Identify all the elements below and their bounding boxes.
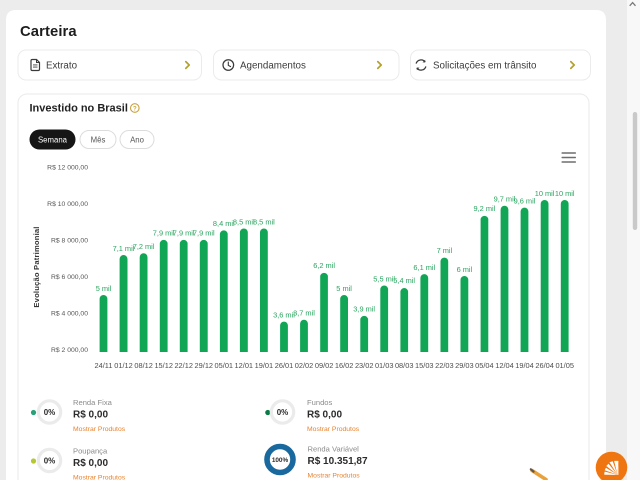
svg-text:Agendamentos: Agendamentos (240, 60, 306, 71)
svg-text:Fundos: Fundos (307, 398, 333, 407)
svg-text:7,2 mil: 7,2 mil (133, 242, 155, 251)
svg-text:0%: 0% (44, 457, 56, 466)
svg-text:R$ 2 000,00: R$ 2 000,00 (51, 347, 88, 354)
svg-text:R$ 0,00: R$ 0,00 (73, 458, 108, 469)
svg-text:Poupança: Poupança (73, 447, 108, 456)
svg-text:R$ 8 000,00: R$ 8 000,00 (51, 238, 88, 245)
svg-text:10 mil: 10 mil (535, 189, 555, 198)
svg-text:23/02: 23/02 (355, 361, 374, 370)
svg-text:?: ? (133, 107, 137, 113)
svg-text:09/02: 09/02 (315, 361, 334, 370)
svg-text:26/04: 26/04 (535, 361, 554, 370)
svg-text:Mostrar Produtos: Mostrar Produtos (308, 473, 361, 480)
svg-text:Investido no Brasil: Investido no Brasil (30, 103, 128, 115)
svg-text:22/12: 22/12 (174, 361, 193, 370)
svg-text:15/03: 15/03 (415, 361, 434, 370)
svg-text:Extrato: Extrato (46, 60, 78, 71)
svg-text:19/04: 19/04 (515, 361, 534, 370)
svg-text:Evolução Patrimonial: Evolução Patrimonial (32, 226, 41, 307)
svg-text:01/03: 01/03 (375, 361, 394, 370)
svg-text:100%: 100% (272, 457, 289, 464)
svg-text:Ano: Ano (130, 135, 145, 144)
svg-text:Mês: Mês (91, 135, 106, 144)
svg-text:10 mil: 10 mil (555, 189, 575, 198)
svg-text:16/02: 16/02 (335, 361, 354, 370)
svg-text:02/02: 02/02 (295, 361, 314, 370)
svg-text:01/05: 01/05 (555, 361, 574, 370)
svg-text:29/12: 29/12 (195, 361, 214, 370)
svg-text:19/01: 19/01 (255, 361, 274, 370)
svg-text:Mostrar Produtos: Mostrar Produtos (73, 475, 126, 480)
svg-text:22/03: 22/03 (435, 361, 454, 370)
svg-text:12/01: 12/01 (235, 361, 254, 370)
svg-text:29/03: 29/03 (455, 361, 474, 370)
svg-text:R$ 4 000,00: R$ 4 000,00 (51, 311, 88, 318)
svg-text:0%: 0% (277, 408, 289, 417)
svg-text:6 mil: 6 mil (457, 265, 473, 274)
svg-text:Mostrar Produtos: Mostrar Produtos (73, 426, 126, 433)
svg-text:12/04: 12/04 (495, 361, 514, 370)
svg-text:8,4 mil: 8,4 mil (213, 219, 235, 228)
svg-text:9,2 mil: 9,2 mil (474, 204, 496, 213)
svg-text:R$ 6 000,00: R$ 6 000,00 (51, 274, 88, 281)
svg-text:8,5 mil: 8,5 mil (253, 217, 275, 226)
svg-text:3,9 mil: 3,9 mil (353, 305, 375, 314)
svg-text:5 mil: 5 mil (336, 284, 352, 293)
svg-text:R$ 10 000,00: R$ 10 000,00 (47, 201, 88, 208)
svg-text:26/01: 26/01 (275, 361, 294, 370)
svg-text:7,9 mil: 7,9 mil (193, 229, 215, 238)
svg-text:3,6 mil: 3,6 mil (273, 310, 295, 319)
svg-text:Renda Fixa: Renda Fixa (73, 398, 113, 407)
svg-text:7 mil: 7 mil (437, 246, 453, 255)
svg-text:9,7 mil: 9,7 mil (494, 195, 516, 204)
svg-text:7,9 mil: 7,9 mil (173, 229, 195, 238)
svg-text:6,1 mil: 6,1 mil (413, 263, 435, 272)
svg-text:01/12: 01/12 (114, 361, 133, 370)
svg-text:8,5 mil: 8,5 mil (233, 217, 255, 226)
svg-text:5,5 mil: 5,5 mil (373, 274, 395, 283)
svg-text:Semana: Semana (38, 136, 68, 145)
svg-text:5,4 mil: 5,4 mil (393, 276, 415, 285)
svg-text:R$ 0,00: R$ 0,00 (73, 410, 108, 421)
svg-text:08/03: 08/03 (395, 361, 414, 370)
svg-text:15/12: 15/12 (154, 361, 173, 370)
svg-text:9,6 mil: 9,6 mil (514, 196, 536, 205)
svg-text:R$ 10.351,87: R$ 10.351,87 (308, 456, 368, 467)
svg-text:3,7 mil: 3,7 mil (293, 309, 315, 318)
svg-text:Carteira: Carteira (20, 24, 77, 40)
svg-text:08/12: 08/12 (134, 361, 153, 370)
svg-text:0%: 0% (44, 408, 56, 417)
svg-text:5 mil: 5 mil (96, 284, 112, 293)
svg-text:R$ 0,00: R$ 0,00 (307, 410, 342, 421)
svg-text:6,2 mil: 6,2 mil (313, 261, 335, 270)
svg-text:7,1 mil: 7,1 mil (113, 244, 135, 253)
svg-text:7,9 mil: 7,9 mil (153, 229, 175, 238)
svg-text:Renda Variável: Renda Variável (308, 445, 360, 454)
svg-text:Solicitações em trânsito: Solicitações em trânsito (433, 60, 537, 71)
svg-text:24/11: 24/11 (95, 361, 113, 370)
svg-text:05/01: 05/01 (215, 361, 234, 370)
svg-text:R$ 12 000,00: R$ 12 000,00 (47, 165, 88, 172)
svg-text:Mostrar Produtos: Mostrar Produtos (307, 426, 360, 433)
svg-text:05/04: 05/04 (475, 361, 494, 370)
